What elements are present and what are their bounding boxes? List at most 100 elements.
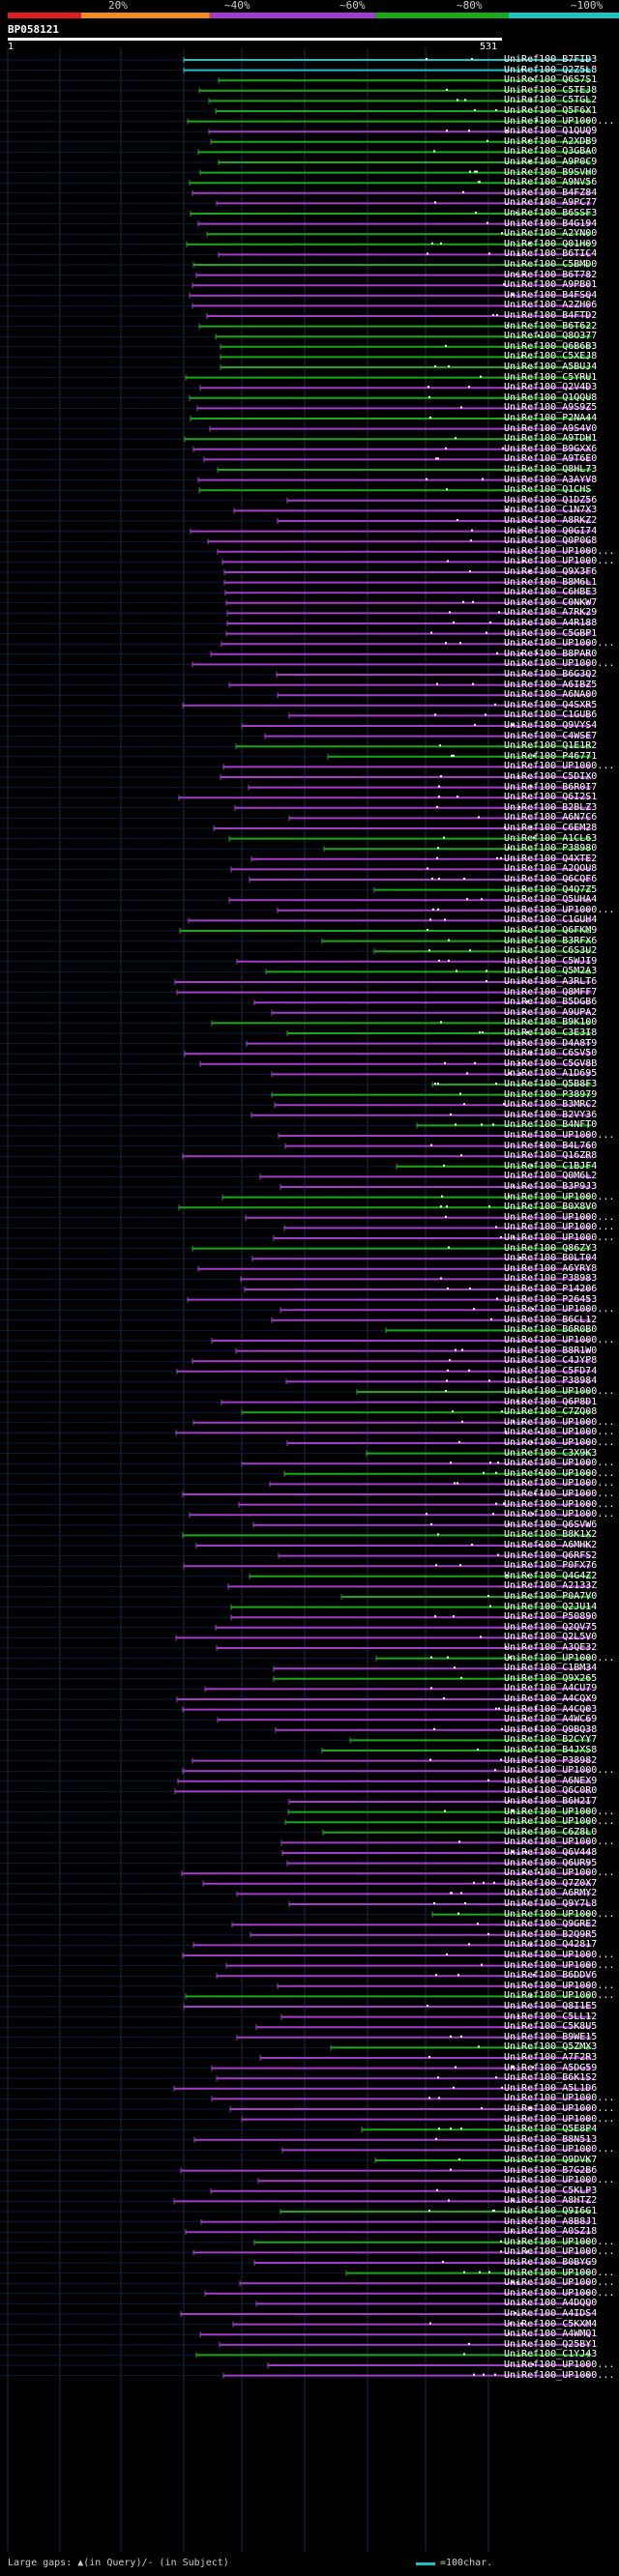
hit-label[interactable]: UniRef100_A4CU79	[504, 1683, 598, 1694]
hit-label[interactable]: UniRef100_A2133Z	[504, 1580, 598, 1592]
hit-label[interactable]: UniRef100_UP1000...	[504, 1304, 615, 1316]
hit-label[interactable]: UniRef100_UP1000...	[504, 2369, 615, 2381]
hit-label[interactable]: UniRef100_Q6FKM9	[504, 925, 598, 936]
hit-label[interactable]: UniRef100_Q0P0G8	[504, 535, 598, 547]
hit-label[interactable]: UniRef100_B9WE15	[504, 2031, 598, 2042]
hit-label[interactable]: UniRef100_P38980	[504, 843, 598, 854]
hit-label[interactable]: UniRef100_B4NFT0	[504, 1119, 598, 1131]
hit-label[interactable]: UniRef100_B2BLZ3	[504, 801, 598, 813]
hit-label[interactable]: UniRef100_A2XDB9	[504, 135, 598, 147]
hit-label[interactable]: UniRef100_Q3GBA0	[504, 146, 598, 158]
hit-label[interactable]: UniRef100_Q1QUQ9	[504, 126, 598, 137]
hit-label[interactable]: UniRef100_UP1000...	[504, 1959, 615, 1971]
hit-label[interactable]: UniRef100_A6RMY2	[504, 1888, 598, 1899]
hit-label[interactable]: UniRef100_B6TIC4	[504, 248, 598, 260]
hit-label[interactable]: UniRef100_C6S3U2	[504, 945, 598, 957]
hit-label[interactable]: UniRef100_B3RFX6	[504, 935, 598, 946]
hit-label[interactable]: UniRef100_Q8I1E5	[504, 2001, 598, 2012]
hit-label[interactable]: UniRef100_B6R0B0	[504, 1324, 598, 1336]
hit-label[interactable]: UniRef100_P14206	[504, 1284, 598, 1294]
hit-label[interactable]: UniRef100_Q42817	[504, 1939, 598, 1951]
hit-label[interactable]: UniRef100_Q86ZY3	[504, 1242, 598, 1254]
hit-label[interactable]: UniRef100_B4FTD2	[504, 310, 598, 321]
hit-label[interactable]: UniRef100_P2NA44	[504, 413, 598, 423]
hit-label[interactable]: UniRef100_Q9GRE2	[504, 1919, 598, 1930]
hit-label[interactable]: UniRef100_B4JXS8	[504, 1745, 598, 1755]
hit-label[interactable]: UniRef100_Q2Z5L8	[504, 64, 598, 75]
hit-label[interactable]: UniRef100_UP1000...	[504, 1489, 615, 1499]
hit-label[interactable]: UniRef100_UP1000...	[504, 1191, 615, 1202]
hit-label[interactable]: UniRef100_Q5B8F3	[504, 1079, 598, 1089]
hit-label[interactable]: UniRef100_C5YRU1	[504, 371, 598, 383]
hit-label[interactable]: UniRef100_A3RLT6	[504, 976, 598, 987]
hit-label[interactable]: UniRef100_Q5F6X1	[504, 105, 598, 116]
hit-label[interactable]: UniRef100_A4CQ03	[504, 1703, 598, 1715]
hit-label[interactable]: UniRef100_B9K100	[504, 1017, 598, 1028]
hit-label[interactable]: UniRef100_UP1000...	[504, 658, 615, 670]
hit-label[interactable]: UniRef100_UP1000...	[504, 1335, 615, 1346]
hit-label[interactable]: UniRef100_C1GUB6	[504, 709, 598, 721]
hit-label[interactable]: UniRef100_C5KLP3	[504, 2185, 598, 2196]
hit-label[interactable]: UniRef100_UP1000...	[504, 1130, 615, 1141]
hit-label[interactable]: UniRef100_B6R0I7	[504, 781, 598, 793]
hit-label[interactable]: UniRef100_A5L1D6	[504, 2082, 598, 2094]
hit-label[interactable]: UniRef100_C1BJF4	[504, 1160, 598, 1172]
hit-label[interactable]: UniRef100_Q5E8P4	[504, 2124, 598, 2135]
hit-label[interactable]: UniRef100_UP1000...	[504, 2113, 615, 2125]
hit-label[interactable]: UniRef100_Q5UHA4	[504, 894, 598, 906]
hit-label[interactable]: UniRef100_A6YRY8	[504, 1262, 598, 1274]
hit-label[interactable]: UniRef100_Q6V448	[504, 1847, 598, 1858]
hit-label[interactable]: UniRef100_UP1000...	[504, 2236, 615, 2247]
hit-label[interactable]: UniRef100_UP1000...	[504, 904, 615, 915]
hit-label[interactable]: UniRef100_UP1000...	[504, 1980, 615, 1991]
hit-label[interactable]: UniRef100_P46771	[504, 750, 598, 762]
hit-label[interactable]: UniRef100_Q2V4D3	[504, 382, 598, 393]
hit-label[interactable]: UniRef100_A9PC77	[504, 197, 598, 209]
hit-label[interactable]: UniRef100_B8M6L1	[504, 576, 598, 588]
hit-label[interactable]: UniRef100_Q1CHS	[504, 484, 592, 496]
hit-label[interactable]: UniRef100_B6G3Q2	[504, 669, 598, 680]
hit-label[interactable]: UniRef100_UP1000...	[504, 1765, 615, 1777]
hit-label[interactable]: UniRef100_Q2L5V0	[504, 1632, 598, 1643]
hit-label[interactable]: UniRef100_Q7Z0X7	[504, 1877, 598, 1889]
hit-label[interactable]: UniRef100_B8K1X2	[504, 1529, 598, 1541]
hit-label[interactable]: UniRef100_A3AYV8	[504, 474, 598, 485]
hit-label[interactable]: UniRef100_Q2JU14	[504, 1601, 598, 1612]
hit-label[interactable]: UniRef100_A4WMQ1	[504, 2329, 598, 2340]
hit-label[interactable]: UniRef100_UP1000...	[504, 115, 615, 127]
hit-label[interactable]: UniRef100_UP1000...	[504, 1211, 615, 1223]
hit-label[interactable]: UniRef100_B2CYY7	[504, 1734, 598, 1746]
hit-label[interactable]: UniRef100_A7RK29	[504, 607, 598, 619]
hit-label[interactable]: UniRef100_UP1000...	[504, 761, 615, 772]
hit-label[interactable]: UniRef100_C5FD74	[504, 1365, 598, 1376]
hit-label[interactable]: UniRef100_B6H2I7	[504, 1796, 598, 1807]
hit-label[interactable]: UniRef100_A5DG59	[504, 2062, 598, 2073]
hit-label[interactable]: UniRef100_UP1000...	[504, 1498, 615, 1510]
hit-label[interactable]: UniRef100_Q9BQ38	[504, 1723, 598, 1735]
hit-label[interactable]: UniRef100_C5TGL2	[504, 95, 598, 106]
hit-label[interactable]: UniRef100_UP1000...	[504, 1867, 615, 1879]
hit-label[interactable]: UniRef100_A9P0C9	[504, 157, 598, 167]
hit-label[interactable]: UniRef100_A4WC69	[504, 1714, 598, 1725]
hit-label[interactable]: UniRef100_C1BM34	[504, 1663, 598, 1674]
hit-label[interactable]: UniRef100_C6EM28	[504, 823, 598, 833]
hit-label[interactable]: UniRef100_B3P9J3	[504, 1181, 598, 1192]
hit-label[interactable]: UniRef100_Q5M2A3	[504, 966, 598, 977]
hit-label[interactable]: UniRef100_UP1000...	[504, 1232, 615, 1243]
hit-label[interactable]: UniRef100_B8PAR0	[504, 648, 598, 659]
hit-label[interactable]: UniRef100_C5XEJ8	[504, 351, 598, 362]
hit-label[interactable]: UniRef100_A7F2R3	[504, 2052, 598, 2063]
hit-label[interactable]: UniRef100_A3QE32	[504, 1642, 598, 1653]
hit-label[interactable]: UniRef100_A5BUJ4	[504, 362, 598, 372]
hit-label[interactable]: UniRef100_A2YN00	[504, 228, 598, 240]
hit-label[interactable]: UniRef100_D4A8T9	[504, 1037, 598, 1049]
hit-label[interactable]: UniRef100_P38983	[504, 1273, 598, 1285]
hit-label[interactable]: UniRef100_Q6C0R0	[504, 1785, 598, 1797]
hit-label[interactable]: UniRef100_B8R1W0	[504, 1345, 598, 1356]
hit-label[interactable]: UniRef100_C6Z8L0	[504, 1826, 598, 1838]
hit-label[interactable]: UniRef100_Q6SVW6	[504, 1519, 598, 1530]
hit-label[interactable]: UniRef100_UP1000...	[504, 2175, 615, 2186]
hit-label[interactable]: UniRef100_Q25BY1	[504, 2338, 598, 2350]
hit-label[interactable]: UniRef100_C4WSE7	[504, 730, 598, 741]
hit-label[interactable]: UniRef100_C7ZQ08	[504, 1406, 598, 1418]
